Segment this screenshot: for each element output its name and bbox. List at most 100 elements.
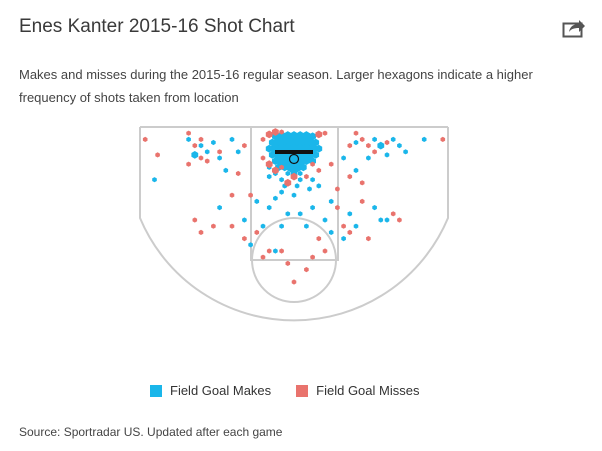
make-hexagon bbox=[266, 174, 272, 180]
miss-hexagon bbox=[328, 161, 334, 167]
miss-hexagon bbox=[347, 229, 353, 235]
make-hexagon bbox=[347, 211, 353, 217]
make-hexagon bbox=[310, 205, 315, 211]
miss-hexagon bbox=[198, 136, 204, 142]
miss-hexagon bbox=[186, 130, 191, 136]
miss-hexagon bbox=[390, 211, 396, 217]
make-hexagon bbox=[341, 236, 346, 242]
make-hexagon bbox=[272, 157, 279, 165]
miss-hexagon bbox=[291, 279, 297, 285]
miss-hexagon bbox=[198, 155, 204, 161]
miss-hexagon bbox=[279, 164, 284, 170]
make-hexagon bbox=[265, 144, 273, 153]
make-hexagon bbox=[384, 152, 390, 158]
miss-hexagon bbox=[272, 166, 279, 175]
make-hexagon bbox=[328, 229, 334, 235]
miss-hexagon bbox=[265, 160, 273, 169]
miss-hexagon bbox=[366, 236, 371, 242]
miss-hexagon bbox=[322, 130, 328, 136]
miss-hexagon bbox=[192, 143, 198, 149]
make-hexagon bbox=[152, 177, 157, 183]
miss-hexagon bbox=[316, 236, 322, 242]
make-hexagon bbox=[397, 143, 402, 149]
make-hexagon bbox=[279, 177, 284, 183]
miss-hexagon bbox=[186, 161, 191, 167]
miss-hexagon bbox=[322, 248, 328, 254]
miss-hexagon bbox=[316, 167, 322, 173]
miss-hexagon bbox=[211, 223, 216, 229]
legend-misses-label: Field Goal Misses bbox=[316, 383, 420, 398]
miss-hexagon bbox=[272, 128, 279, 136]
make-hexagon bbox=[292, 162, 302, 173]
make-hexagon bbox=[273, 248, 278, 254]
make-hexagon bbox=[303, 157, 310, 165]
miss-hexagon bbox=[198, 229, 204, 235]
make-hexagon bbox=[211, 139, 216, 146]
hoop bbox=[288, 153, 300, 165]
make-hexagon bbox=[297, 170, 303, 177]
free-throw-circle bbox=[251, 217, 337, 303]
miss-hexagon bbox=[279, 129, 284, 135]
make-hexagon bbox=[378, 217, 384, 223]
miss-hexagon bbox=[235, 170, 241, 177]
miss-hexagon bbox=[335, 205, 340, 211]
make-hexagon bbox=[266, 205, 272, 211]
make-hexagon bbox=[372, 136, 377, 142]
make-hexagon bbox=[294, 183, 300, 189]
miss-hexagon bbox=[341, 223, 346, 229]
make-hexagon bbox=[299, 163, 307, 172]
make-hexagon bbox=[273, 195, 278, 201]
make-hexagon bbox=[217, 205, 222, 211]
miss-hexagon bbox=[265, 130, 273, 139]
miss-hexagon bbox=[290, 172, 298, 181]
makes-swatch bbox=[150, 384, 162, 397]
three-point-line bbox=[139, 127, 449, 322]
make-hexagon bbox=[377, 141, 385, 150]
make-hexagon bbox=[217, 155, 222, 161]
miss-hexagon bbox=[335, 186, 340, 192]
make-hexagon bbox=[421, 136, 427, 142]
miss-hexagon bbox=[285, 260, 291, 266]
rim bbox=[275, 150, 313, 165]
make-hexagon bbox=[198, 143, 204, 149]
miss-hexagon bbox=[204, 158, 210, 164]
make-hexagon bbox=[366, 155, 371, 161]
miss-hexagon bbox=[347, 143, 353, 149]
miss-hexagon bbox=[397, 217, 402, 223]
make-hexagon bbox=[223, 167, 229, 173]
miss-hexagon bbox=[359, 180, 365, 186]
make-hexagon bbox=[316, 183, 322, 189]
make-hexagon bbox=[279, 189, 284, 195]
miss-hexagon bbox=[284, 178, 292, 187]
make-hexagon bbox=[353, 139, 359, 146]
make-hexagon bbox=[312, 151, 320, 159]
miss-hexagon bbox=[347, 174, 353, 180]
miss-hexagon bbox=[359, 198, 365, 204]
make-hexagon bbox=[277, 155, 287, 167]
make-hexagon bbox=[310, 177, 315, 183]
miss-hexagon bbox=[155, 152, 160, 158]
make-hexagon bbox=[322, 217, 328, 223]
make-hexagon bbox=[304, 223, 309, 229]
legend-item-misses: Field Goal Misses bbox=[296, 383, 419, 398]
share-arrow-icon[interactable] bbox=[562, 17, 586, 39]
miss-hexagon bbox=[372, 149, 377, 155]
legend-makes-label: Field Goal Makes bbox=[170, 383, 272, 398]
miss-hexagon bbox=[229, 192, 235, 198]
make-hexagon bbox=[390, 136, 396, 142]
miss-hexagon bbox=[304, 174, 309, 180]
make-hexagon bbox=[285, 170, 291, 177]
miss-hexagon bbox=[310, 161, 315, 167]
misses-swatch bbox=[296, 384, 309, 397]
miss-hexagon bbox=[242, 143, 247, 149]
make-hexagon bbox=[204, 149, 210, 155]
source-note: Source: Sportradar US. Updated after eac… bbox=[19, 425, 283, 439]
miss-hexagon bbox=[440, 136, 446, 142]
miss-hexagon bbox=[310, 254, 315, 260]
make-hexagon bbox=[235, 149, 241, 155]
make-hexagon bbox=[328, 198, 334, 204]
miss-hexagon bbox=[217, 149, 222, 155]
legend: Field Goal Makes Field Goal Misses bbox=[150, 383, 419, 398]
make-hexagon bbox=[291, 192, 297, 198]
